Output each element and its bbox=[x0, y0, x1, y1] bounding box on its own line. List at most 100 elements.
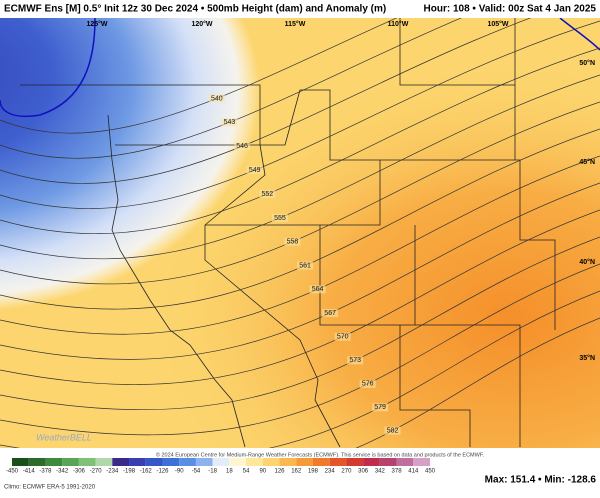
contour-label: 564 bbox=[312, 286, 324, 293]
contour-label-bg bbox=[234, 142, 251, 151]
border bbox=[320, 160, 381, 226]
contour-label-bg bbox=[271, 213, 288, 222]
copyright: © 2024 European Centre for Medium-Range … bbox=[156, 451, 485, 458]
colorbar-segment bbox=[329, 458, 347, 466]
colorbar-segment bbox=[279, 458, 297, 466]
contour-label-bg bbox=[297, 261, 314, 270]
contour-label-bg bbox=[309, 285, 326, 294]
colorbar-tick-label: 234 bbox=[325, 469, 336, 475]
colorbar-segment bbox=[145, 458, 163, 466]
contour-label: 552 bbox=[261, 191, 273, 198]
contour-label-bg bbox=[359, 379, 376, 388]
contour-line bbox=[0, 18, 532, 184]
latitude-label: 50°N bbox=[579, 59, 595, 67]
longitude-label: 115°W bbox=[285, 20, 306, 28]
colorbar-tick-label: 378 bbox=[392, 469, 403, 475]
map: 540 543 546 549 552 555 558 561 564 567 570 573 576 5… bbox=[0, 18, 600, 448]
colorbar-tick-label: -90 bbox=[175, 469, 184, 475]
contour-line bbox=[0, 263, 600, 436]
contour-label: 567 bbox=[324, 310, 336, 317]
graticule-labels: 125°W 120°W 115°W 110°W 105°W 50°N 45°N 40°N 35°… bbox=[86, 20, 595, 362]
latitude-label: 35°N bbox=[579, 354, 595, 362]
colorbar-segment bbox=[379, 458, 397, 466]
contour-label-bg bbox=[334, 332, 351, 341]
contour-label-bg bbox=[259, 190, 276, 199]
contour-label-bg bbox=[347, 356, 364, 365]
colorbar-tick-label: -414 bbox=[23, 469, 36, 475]
latitude-label: 45°N bbox=[579, 158, 595, 166]
colorbar-tick-label: -54 bbox=[192, 469, 201, 475]
header-valid: Hour: 108 • Valid: 00z Sat 4 Jan 2025 bbox=[424, 4, 597, 15]
colorbar-segment bbox=[262, 458, 280, 466]
colorbar-segment bbox=[62, 458, 79, 466]
contour-label: 546 bbox=[236, 143, 248, 150]
longitude-label: 125°W bbox=[86, 20, 107, 28]
colorbar-tick-label: -306 bbox=[73, 469, 86, 475]
colorbar-segment bbox=[162, 458, 180, 466]
colorbar-tick-label: -450 bbox=[6, 469, 19, 475]
colorbar-segment bbox=[95, 458, 113, 466]
colorbar-tick-label: -18 bbox=[208, 469, 217, 475]
contour-label-bg bbox=[284, 237, 301, 246]
colorbar-tick-label: -234 bbox=[106, 469, 119, 475]
colorbar-tick-label: -342 bbox=[56, 469, 69, 475]
coastline bbox=[107, 114, 246, 448]
colorbar-tick-label: -126 bbox=[156, 469, 169, 475]
contour-line bbox=[0, 18, 462, 159]
colorbar-segment bbox=[112, 458, 130, 466]
colorbar-segment bbox=[212, 458, 230, 466]
border bbox=[115, 144, 341, 448]
colorbar-tick-label: 198 bbox=[308, 469, 319, 475]
contour-line bbox=[0, 74, 600, 260]
colorbar-segment bbox=[45, 458, 63, 466]
colorbar-tick-label: 342 bbox=[375, 469, 386, 475]
contour-label: 576 bbox=[362, 381, 374, 388]
colorbar-segment bbox=[12, 458, 29, 466]
colorbar-tick-label: -162 bbox=[140, 469, 153, 475]
max-min: Max: 151.4 • Min: -128.6 bbox=[485, 475, 597, 486]
climo-note: Climo: ECMWF ERA-5 1991-2020 bbox=[4, 485, 96, 491]
colorbar-tick-label: 270 bbox=[341, 469, 352, 475]
colorbar-tick-label: 54 bbox=[243, 469, 250, 475]
colorbar: -450 -414 -378 -342 -306 -270 -234 -198 -162 -126… bbox=[6, 458, 436, 475]
contour-line bbox=[0, 18, 398, 134]
border bbox=[380, 159, 556, 330]
colorbar-segment bbox=[179, 458, 196, 466]
longitude-label: 110°W bbox=[388, 20, 409, 28]
header-title: ECMWF Ens [M] 0.5° Init 12z 30 Dec 2024 … bbox=[4, 4, 386, 15]
header-bar bbox=[0, 0, 600, 18]
contour-label-bg bbox=[208, 94, 225, 103]
colorbar-tick-label: 162 bbox=[291, 469, 302, 475]
contour-label: 579 bbox=[374, 404, 386, 411]
colorbar-segment bbox=[312, 458, 330, 466]
colorbar-segment bbox=[246, 458, 263, 466]
colorbar-tick-label: 414 bbox=[408, 469, 419, 475]
colorbar-tick-label: 18 bbox=[226, 469, 233, 475]
colorbar-segment bbox=[28, 458, 46, 466]
colorbar-tick-label: 306 bbox=[358, 469, 369, 475]
colorbar-segment bbox=[396, 458, 414, 466]
contour-label: 582 bbox=[387, 428, 399, 435]
contour-line bbox=[0, 47, 600, 234]
colorbar-segment bbox=[296, 458, 313, 466]
contour-label: 570 bbox=[337, 334, 349, 341]
contour-label-bg bbox=[246, 166, 263, 175]
contour-line bbox=[0, 209, 600, 385]
colorbar-tick-label: 450 bbox=[425, 469, 436, 475]
colorbar-tick-label: -270 bbox=[90, 469, 103, 475]
contour-line bbox=[559, 18, 600, 51]
contour-label: 540 bbox=[211, 95, 223, 102]
contour-540-line bbox=[0, 18, 96, 117]
colorbar-segment bbox=[195, 458, 213, 466]
borders bbox=[20, 18, 556, 448]
colorbar-tick-label: -378 bbox=[39, 469, 52, 475]
longitude-label: 120°W bbox=[191, 20, 212, 28]
border bbox=[399, 18, 515, 86]
contour-label: 549 bbox=[249, 167, 261, 174]
colorbar-tick-label: 90 bbox=[259, 469, 266, 475]
contour-label: 558 bbox=[287, 239, 299, 246]
colorbar-segment bbox=[363, 458, 380, 466]
contour-label-bg bbox=[384, 426, 401, 435]
contour-label: 573 bbox=[349, 357, 361, 364]
contours: 540 543 546 549 552 555 558 561 564 567 570 573 576 5… bbox=[0, 18, 600, 448]
